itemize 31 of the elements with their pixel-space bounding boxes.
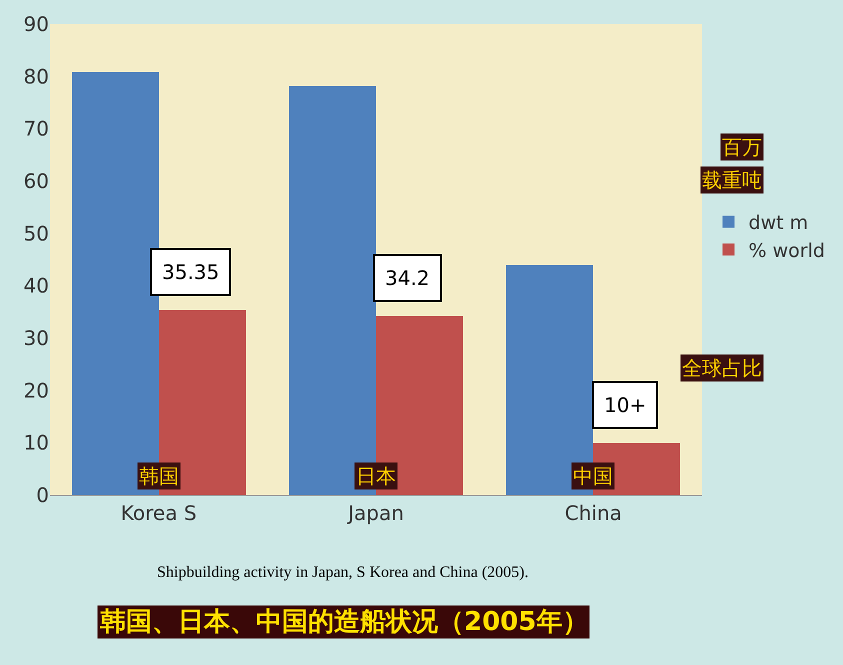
- y-tick-label: 30: [24, 326, 49, 350]
- text: 百万: [722, 135, 762, 159]
- x-tick-label: Korea S: [120, 501, 197, 525]
- data-label: 10+: [604, 393, 646, 417]
- text: Shipbuilding activity in Japan, S Korea and China (2005).: [157, 564, 528, 581]
- y-tick-label: 20: [24, 378, 49, 402]
- y-tick-label: 70: [24, 116, 49, 141]
- annotation: 日本: [356, 464, 396, 488]
- y-tick-label: 90: [24, 12, 49, 36]
- y-tick-label: 40: [24, 274, 49, 298]
- data-label: 34.2: [385, 266, 430, 290]
- legend-label: % world: [748, 240, 825, 262]
- bar: [289, 86, 376, 495]
- x-tick-label: Japan: [346, 501, 404, 525]
- y-tick-label: 10: [24, 430, 49, 455]
- text: 韩国、日本、中国的造船状况（2005年）: [99, 607, 588, 637]
- bar: [72, 72, 159, 495]
- bar: [376, 316, 463, 495]
- bar: [506, 265, 593, 495]
- y-tick-label: 60: [24, 169, 49, 193]
- annotation: 韩国: [139, 464, 179, 488]
- y-tick-label: 80: [24, 64, 49, 88]
- bar: [159, 310, 246, 495]
- annotation: 全球占比: [682, 356, 762, 380]
- y-tick-label: 50: [24, 221, 49, 246]
- y-tick-label: 0: [36, 483, 49, 507]
- x-tick-label: China: [564, 501, 622, 525]
- annotation: 载重吨: [702, 168, 762, 192]
- annotation: 中国: [573, 464, 613, 488]
- data-label: 35.35: [162, 260, 220, 284]
- legend-label: dwt m: [748, 212, 808, 234]
